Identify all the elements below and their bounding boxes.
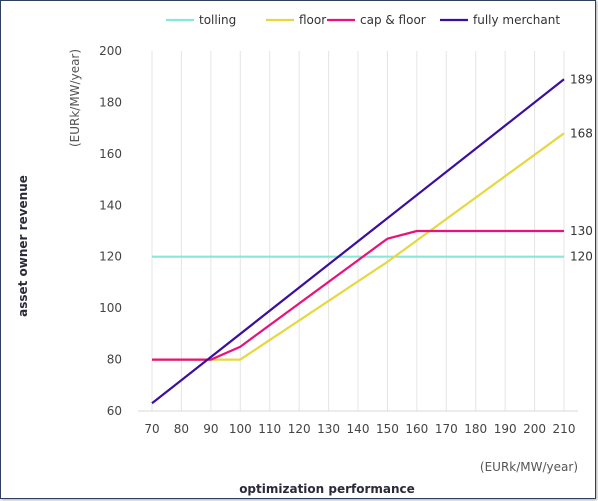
x-tick-120: 120 xyxy=(288,422,311,436)
y-tick-180: 180 xyxy=(99,95,122,109)
legend-label-floor: floor xyxy=(299,13,326,27)
legend-item-cap-floor: cap & floor xyxy=(327,13,426,27)
end-label-cap-floor: 130 xyxy=(570,224,593,238)
legend: tolling floor cap & floor fully merchant xyxy=(166,13,560,27)
x-tick-160: 160 xyxy=(405,422,428,436)
series-lines xyxy=(151,78,565,405)
y-tick-160: 160 xyxy=(99,147,122,161)
x-tick-110: 110 xyxy=(258,422,281,436)
y-axis-title: asset owner revenue xyxy=(16,175,30,317)
x-tick-190: 190 xyxy=(494,422,517,436)
x-axis-unit: (EURk/MW/year) xyxy=(480,460,578,474)
y-tick-labels: 60 80 100 120 140 160 180 200 xyxy=(99,44,122,418)
y-tick-140: 140 xyxy=(99,198,122,212)
legend-item-floor: floor xyxy=(266,13,326,27)
end-label-tolling: 120 xyxy=(570,250,593,264)
x-tick-80: 80 xyxy=(174,422,189,436)
y-tick-80: 80 xyxy=(107,353,122,367)
x-tick-70: 70 xyxy=(144,422,159,436)
x-tick-170: 170 xyxy=(435,422,458,436)
end-label-floor: 168 xyxy=(570,126,593,140)
legend-item-fully-merchant: fully merchant xyxy=(440,13,560,27)
legend-label-tolling: tolling xyxy=(199,13,236,27)
series-line-cap-floor xyxy=(152,229,564,361)
x-tick-90: 90 xyxy=(203,422,218,436)
x-tick-140: 140 xyxy=(347,422,370,436)
y-axis-unit: (EURk/MW/year) xyxy=(68,49,82,147)
x-tick-200: 200 xyxy=(523,422,546,436)
end-label-fully-merchant: 189 xyxy=(570,72,593,86)
x-axis-title: optimization performance xyxy=(239,482,415,496)
legend-item-tolling: tolling xyxy=(166,13,236,27)
x-tick-130: 130 xyxy=(317,422,340,436)
y-tick-60: 60 xyxy=(107,404,122,418)
x-tick-210: 210 xyxy=(553,422,576,436)
y-tick-120: 120 xyxy=(99,250,122,264)
series-line-fully-merchant xyxy=(151,78,565,405)
x-tick-150: 150 xyxy=(376,422,399,436)
end-labels: 120 168 130 189 xyxy=(570,72,593,263)
x-tick-100: 100 xyxy=(229,422,252,436)
legend-label-cap-floor: cap & floor xyxy=(360,13,426,27)
y-tick-200: 200 xyxy=(99,44,122,58)
y-tick-100: 100 xyxy=(99,301,122,315)
x-tick-180: 180 xyxy=(464,422,487,436)
x-tick-labels: 70 80 90 100 110 120 130 140 150 160 170 180 190 200 2… xyxy=(144,422,575,436)
legend-label-fully-merchant: fully merchant xyxy=(473,13,560,27)
